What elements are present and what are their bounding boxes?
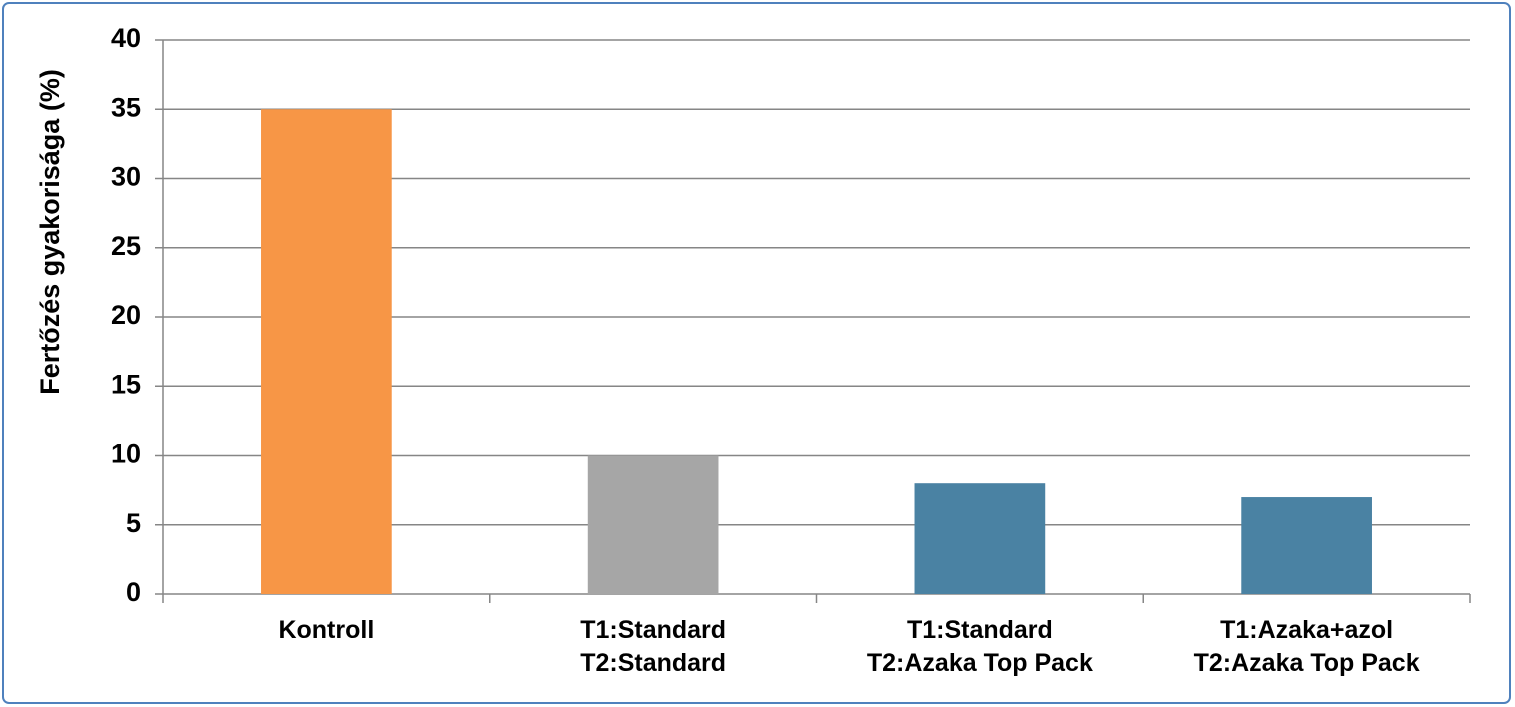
- y-tick-label: 0: [126, 577, 141, 607]
- bar: [587, 455, 719, 594]
- x-tick-label: Kontroll: [278, 616, 374, 644]
- bar: [261, 109, 392, 594]
- y-tick-label: 5: [126, 508, 141, 538]
- y-tick-label: 30: [111, 162, 141, 192]
- y-tick-label: 25: [111, 231, 141, 261]
- y-tick-label: 10: [111, 439, 141, 469]
- x-tick-label: T1:Azaka+azol T2:Azaka Top Pack: [1194, 616, 1420, 677]
- bar: [1241, 497, 1372, 594]
- y-tick-label: 40: [111, 23, 141, 53]
- x-tick-label: T1:Standard T2:Azaka Top Pack: [867, 616, 1093, 677]
- bar: [914, 483, 1046, 594]
- x-tick-label: T1:Standard T2:Standard: [580, 616, 726, 677]
- y-tick-label: 35: [111, 92, 141, 122]
- y-axis-label: Fertőzés gyakorisága (%): [35, 69, 65, 395]
- y-tick-label: 20: [111, 300, 141, 330]
- y-tick-label: 15: [111, 369, 141, 399]
